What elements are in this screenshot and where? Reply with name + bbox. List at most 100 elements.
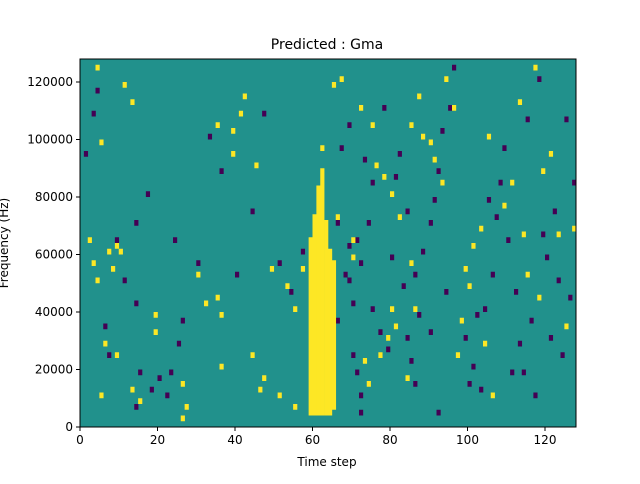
- high-cell: [95, 277, 100, 284]
- low-cell: [514, 289, 519, 295]
- high-cell: [351, 254, 356, 261]
- high-cell: [351, 237, 356, 243]
- high-cell: [428, 139, 433, 146]
- low-cell: [436, 168, 441, 174]
- low-cell: [250, 208, 255, 215]
- low-cell: [196, 260, 201, 266]
- high-cell: [180, 415, 185, 422]
- low-cell: [134, 404, 139, 410]
- x-tick-label: 60: [305, 433, 320, 447]
- low-cell: [91, 110, 96, 117]
- low-cell: [343, 271, 348, 278]
- high-cell: [413, 306, 418, 312]
- low-cell: [351, 300, 356, 307]
- low-cell: [145, 191, 151, 197]
- x-tick-label: 100: [456, 433, 479, 447]
- high-cell: [300, 266, 306, 272]
- high-cell: [486, 133, 492, 140]
- low-cell: [409, 358, 414, 364]
- high-cell: [370, 122, 375, 128]
- x-tick-label: 120: [534, 433, 557, 447]
- low-cell: [452, 64, 457, 71]
- high-cell: [537, 294, 542, 301]
- high-cell: [409, 122, 414, 128]
- x-tick-label: 40: [227, 433, 242, 447]
- low-cell: [382, 105, 387, 111]
- y-tick-label: 100000: [27, 133, 73, 147]
- low-cell: [335, 317, 340, 324]
- high-cell: [459, 317, 464, 324]
- low-cell: [440, 128, 445, 134]
- high-cell: [180, 381, 185, 387]
- low-cell: [335, 220, 340, 226]
- high-cell: [293, 306, 298, 312]
- high-band: [320, 168, 325, 416]
- high-cell: [95, 64, 100, 71]
- high-cell: [219, 312, 224, 318]
- low-cell: [479, 386, 484, 393]
- low-cell: [405, 335, 410, 341]
- low-cell: [378, 329, 383, 335]
- low-cell: [107, 352, 112, 358]
- low-cell: [490, 271, 495, 278]
- high-cell: [479, 225, 484, 232]
- low-cell: [502, 145, 507, 151]
- low-cell: [401, 283, 406, 289]
- low-cell: [498, 179, 503, 186]
- low-cell: [533, 392, 538, 399]
- low-cell: [366, 220, 371, 226]
- low-cell: [277, 260, 282, 266]
- low-cell: [393, 174, 399, 180]
- x-tick-label: 0: [76, 433, 84, 447]
- low-cell: [448, 105, 453, 111]
- low-cell: [545, 254, 550, 261]
- low-cell: [494, 214, 499, 220]
- y-tick-label: 20000: [35, 363, 73, 377]
- high-cell: [320, 145, 325, 151]
- low-cell: [370, 306, 375, 312]
- high-cell: [541, 168, 546, 174]
- low-cell: [149, 386, 154, 393]
- low-cell: [103, 323, 108, 330]
- high-cell: [432, 156, 437, 163]
- low-cell: [300, 248, 306, 255]
- low-cell: [355, 369, 360, 376]
- high-cell: [390, 191, 395, 197]
- low-cell: [428, 329, 433, 335]
- high-band: [308, 237, 313, 416]
- low-cell: [432, 197, 437, 203]
- high-cell: [440, 179, 445, 186]
- high-cell: [285, 283, 290, 289]
- y-tick-label: 80000: [35, 190, 73, 204]
- high-cell: [393, 323, 399, 330]
- low-cell: [483, 306, 488, 312]
- high-cell: [153, 329, 158, 335]
- low-cell: [262, 110, 267, 117]
- high-cell: [231, 128, 236, 134]
- low-cell: [541, 231, 546, 238]
- high-cell: [335, 214, 340, 220]
- high-cell: [262, 375, 267, 381]
- high-cell: [533, 64, 538, 71]
- low-cell: [165, 392, 170, 399]
- low-cell: [289, 289, 294, 295]
- low-cell: [390, 254, 395, 261]
- low-cell: [83, 151, 89, 157]
- y-tick-label: 0: [65, 420, 73, 434]
- low-cell: [413, 381, 418, 387]
- low-cell: [351, 352, 356, 358]
- high-cell: [138, 398, 143, 404]
- x-tick-label: 20: [150, 433, 165, 447]
- low-cell: [397, 151, 402, 157]
- low-cell: [207, 133, 213, 140]
- high-cell: [421, 133, 426, 140]
- high-band: [316, 185, 321, 416]
- plot-area: [79, 58, 577, 428]
- high-cell: [238, 110, 244, 117]
- high-cell: [231, 151, 236, 157]
- low-cell: [359, 409, 364, 416]
- low-cell: [347, 277, 352, 284]
- high-cell: [250, 352, 255, 358]
- high-cell: [258, 386, 263, 393]
- low-cell: [386, 346, 391, 353]
